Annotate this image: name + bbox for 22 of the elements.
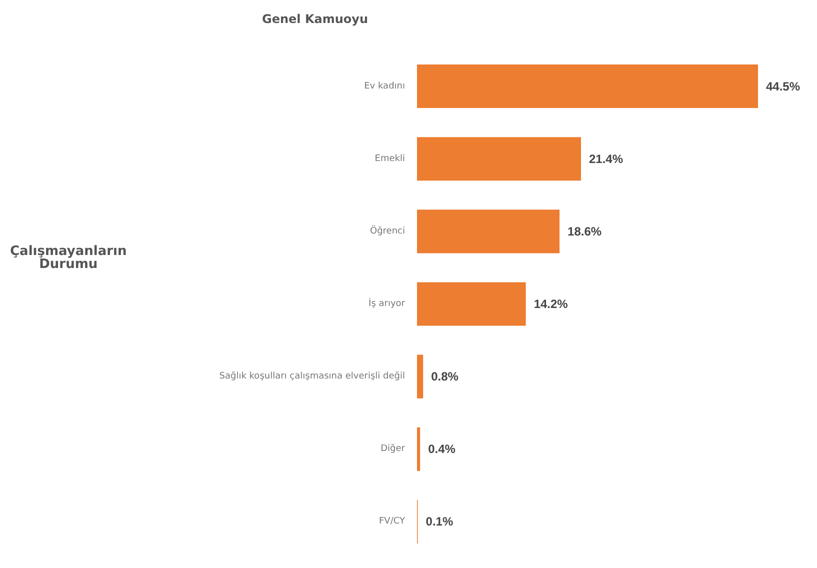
y-tick-label: Diğer — [380, 443, 406, 454]
text: Çalışmayanların Durumu — [10, 244, 127, 272]
y-tick-label: FV/CY — [379, 516, 406, 527]
data-label: 0.4% — [428, 442, 456, 456]
bar — [417, 282, 526, 326]
data-label: 21.4% — [588, 152, 624, 166]
text: Genel Kamuoyu — [262, 12, 368, 26]
bar — [417, 137, 581, 181]
bar — [417, 354, 424, 398]
data-label: 0.8% — [431, 370, 459, 384]
bar — [417, 210, 560, 254]
bar — [417, 427, 420, 471]
y-tick-label: Emekli — [374, 154, 405, 164]
y-tick-label: Öğrenci — [370, 224, 405, 236]
data-label: 18.6% — [568, 224, 602, 238]
data-label: 0.1% — [426, 514, 454, 529]
data-label: 44.5% — [766, 79, 800, 94]
data-label: 14.2% — [534, 297, 568, 311]
y-tick-label: İş arıyor — [368, 297, 406, 309]
y-tick-label: Ev kadını — [364, 81, 405, 92]
y-tick-label: Sağlık koşulları çalışmasına elverişli değil — [219, 370, 405, 382]
bar — [417, 64, 758, 108]
